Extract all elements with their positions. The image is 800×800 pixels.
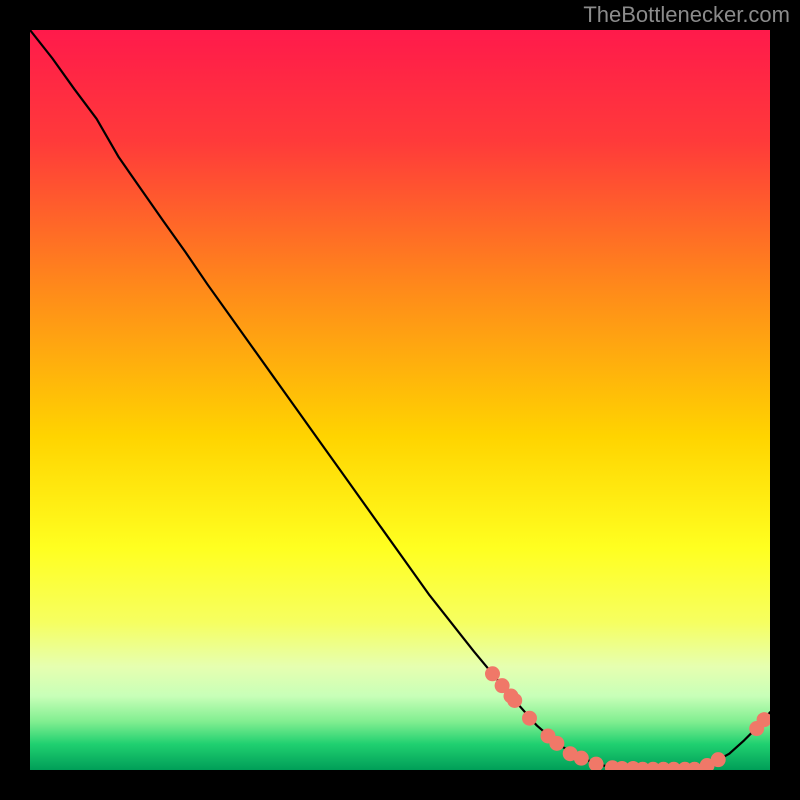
gradient-background [30, 30, 770, 770]
data-marker [711, 752, 726, 767]
data-marker [574, 751, 589, 766]
data-marker [485, 666, 500, 681]
data-marker [549, 736, 564, 751]
bottleneck-chart [30, 30, 770, 770]
data-marker [522, 711, 537, 726]
data-marker [507, 693, 522, 708]
chart-stage: TheBottlenecker.com [0, 0, 800, 800]
watermark-text: TheBottlenecker.com [583, 2, 790, 28]
